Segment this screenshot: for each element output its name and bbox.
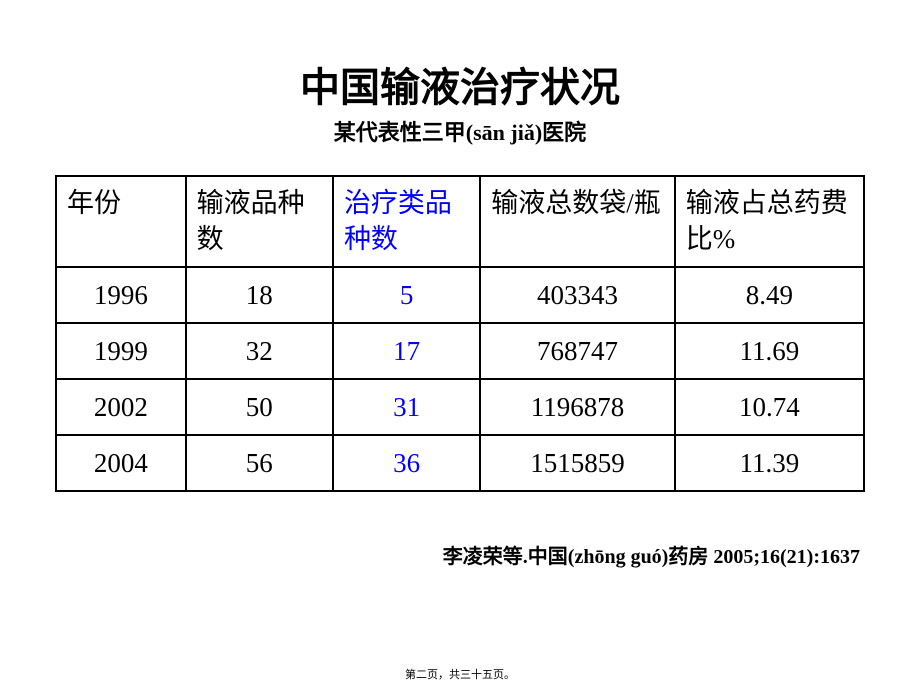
table-row: 2004 56 36 1515859 11.39 bbox=[56, 435, 864, 491]
slide-subtitle: 某代表性三甲(sān jiǎ)医院 bbox=[55, 115, 865, 147]
cell-percent: 11.39 bbox=[675, 435, 864, 491]
column-percent: 输液占总药费比% bbox=[675, 176, 864, 267]
cell-therapy: 36 bbox=[333, 435, 480, 491]
column-total: 输液总数袋/瓶 bbox=[480, 176, 674, 267]
cell-total: 1196878 bbox=[480, 379, 674, 435]
cell-year: 2002 bbox=[56, 379, 186, 435]
table-body: 1996 18 5 403343 8.49 1999 32 17 768747 … bbox=[56, 267, 864, 491]
table-row: 1999 32 17 768747 11.69 bbox=[56, 323, 864, 379]
slide-title: 中国输液治疗状况 bbox=[55, 55, 865, 113]
column-therapy: 治疗类品种数 bbox=[333, 176, 480, 267]
cell-percent: 11.69 bbox=[675, 323, 864, 379]
cell-year: 1999 bbox=[56, 323, 186, 379]
column-variety: 输液品种数 bbox=[186, 176, 333, 267]
cell-therapy: 5 bbox=[333, 267, 480, 323]
cell-therapy: 17 bbox=[333, 323, 480, 379]
cell-total: 403343 bbox=[480, 267, 674, 323]
infusion-data-table: 年份 输液品种数 治疗类品种数 输液总数袋/瓶 输液占总药费比% 1996 18… bbox=[55, 175, 865, 492]
cell-variety: 32 bbox=[186, 323, 333, 379]
table-row: 2002 50 31 1196878 10.74 bbox=[56, 379, 864, 435]
cell-variety: 50 bbox=[186, 379, 333, 435]
slide-container: 中国输液治疗状况 某代表性三甲(sān jiǎ)医院 年份 输液品种数 治疗类品… bbox=[0, 0, 920, 690]
cell-therapy: 31 bbox=[333, 379, 480, 435]
cell-variety: 18 bbox=[186, 267, 333, 323]
cell-total: 1515859 bbox=[480, 435, 674, 491]
cell-percent: 10.74 bbox=[675, 379, 864, 435]
cell-total: 768747 bbox=[480, 323, 674, 379]
cell-year: 2004 bbox=[56, 435, 186, 491]
table-row: 1996 18 5 403343 8.49 bbox=[56, 267, 864, 323]
page-footer: 第二页，共三十五页。 bbox=[0, 666, 920, 682]
citation-text: 李凌荣等.中国(zhōng guó)药房 2005;16(21):1637 bbox=[55, 540, 865, 569]
cell-percent: 8.49 bbox=[675, 267, 864, 323]
cell-variety: 56 bbox=[186, 435, 333, 491]
column-year: 年份 bbox=[56, 176, 186, 267]
cell-year: 1996 bbox=[56, 267, 186, 323]
table-header-row: 年份 输液品种数 治疗类品种数 输液总数袋/瓶 输液占总药费比% bbox=[56, 176, 864, 267]
